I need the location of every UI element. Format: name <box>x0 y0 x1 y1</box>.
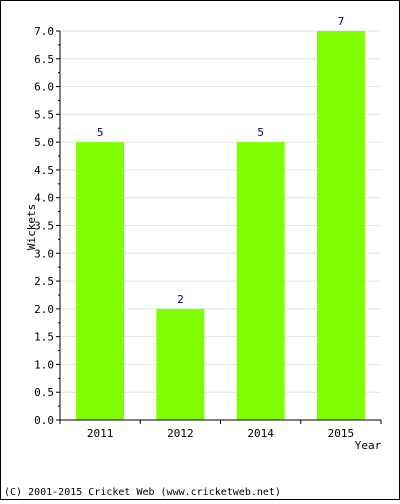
y-tick-label: 3.5 <box>34 220 54 233</box>
y-tick-label: 6.5 <box>34 53 54 66</box>
data-label: 5 <box>257 126 264 139</box>
bar-group <box>76 31 365 420</box>
bar <box>316 31 365 420</box>
y-tick-label: 0.0 <box>34 414 54 427</box>
data-label: 7 <box>338 15 345 28</box>
y-tick-label: 5.5 <box>34 108 54 121</box>
x-tick-label: 2011 <box>87 427 114 440</box>
x-tick-labels: 2011 2012 2014 2015 <box>87 427 354 440</box>
y-tick-label: 1.5 <box>34 331 54 344</box>
data-label: 2 <box>177 293 184 306</box>
y-tick-labels: 0.0 0.5 1.0 1.5 2.0 2.5 3.0 3.5 4.0 4.5 5.0 5.5 6.0 6… <box>34 25 54 427</box>
y-axis-title: Wickets <box>25 204 38 250</box>
y-tick-label: 4.0 <box>34 192 54 205</box>
data-label: 5 <box>97 126 104 139</box>
y-tick-label: 1.0 <box>34 358 54 371</box>
y-tick-label: 3.0 <box>34 247 54 260</box>
bar <box>236 142 285 420</box>
x-tick-label: 2015 <box>328 427 355 440</box>
y-tick-label: 7.0 <box>34 25 54 38</box>
copyright-text: (C) 2001-2015 Cricket Web (www.cricketwe… <box>4 487 281 498</box>
data-labels: 5 2 5 7 <box>97 15 344 306</box>
x-axis-title: Year <box>355 439 382 452</box>
axes <box>56 30 382 424</box>
y-tick-label: 4.5 <box>34 164 54 177</box>
y-tick-label: 6.0 <box>34 81 54 94</box>
x-tick-label: 2014 <box>247 427 274 440</box>
y-tick-label: 5.0 <box>34 136 54 149</box>
bar <box>156 308 205 420</box>
y-tick-label: 0.5 <box>34 386 54 399</box>
y-tick-label: 2.5 <box>34 275 54 288</box>
y-tick-label: 2.0 <box>34 303 54 316</box>
bar <box>76 142 125 420</box>
x-tick-label: 2012 <box>167 427 194 440</box>
